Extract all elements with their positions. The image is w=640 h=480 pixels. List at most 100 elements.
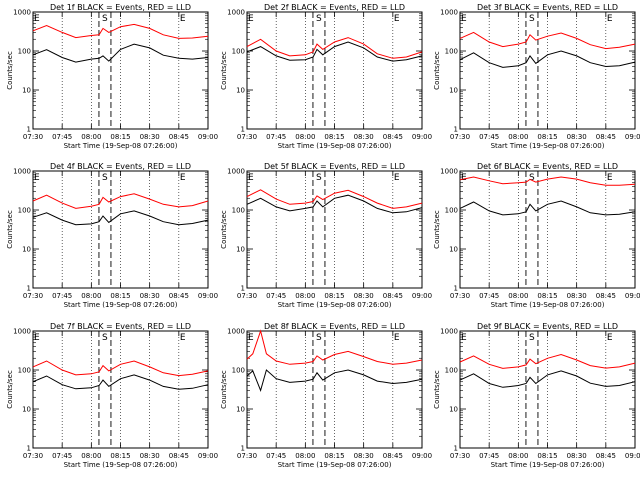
chart-title: Det 4f BLACK = Events, RED = LLD xyxy=(50,162,191,171)
x-axis-label: Start Time (19-Sep-08 07:26:00) xyxy=(278,142,392,150)
marker-s: S xyxy=(102,14,108,24)
x-tick-label: 08:45 xyxy=(383,133,403,141)
chart-panel-9: Det 9f BLACK = Events, RED = LLD 1 10 100 10… xyxy=(433,322,640,469)
x-tick-label: 08:00 xyxy=(295,133,315,141)
y-tick-label: 1 xyxy=(241,126,245,134)
y-tick-label: 1000 xyxy=(440,328,458,336)
y-tick-label: 100 xyxy=(232,367,245,375)
marker-s: S xyxy=(102,173,108,183)
y-axis-label: Counts/sec xyxy=(433,210,441,249)
x-tick-label: 09:00 xyxy=(412,133,432,141)
y-tick-label: 10 xyxy=(236,246,245,254)
lld-series-line xyxy=(32,193,209,209)
chart-panel-2: Det 2f BLACK = Events, RED = LLD 1 10 100 10… xyxy=(220,3,432,150)
lld-series-line xyxy=(459,176,636,186)
y-tick-label: 10 xyxy=(449,406,458,414)
chart-panel-1: Det 1f BLACK = Events, RED = LLD 1 10 100 10… xyxy=(6,3,218,150)
y-tick-label: 10 xyxy=(236,87,245,95)
events-series-line xyxy=(32,43,209,63)
x-axis-label: Start Time (19-Sep-08 07:26:00) xyxy=(64,142,178,150)
x-tick-label: 08:45 xyxy=(169,133,189,141)
x-tick-label: 07:30 xyxy=(450,292,470,300)
y-tick-label: 1000 xyxy=(227,328,245,336)
x-tick-label: 07:30 xyxy=(23,133,43,141)
x-tick-label: 07:45 xyxy=(479,133,499,141)
x-tick-label: 08:30 xyxy=(354,133,374,141)
y-axis-label: Counts/sec xyxy=(6,210,14,249)
x-tick-label: 07:45 xyxy=(52,292,72,300)
x-tick-label: 07:45 xyxy=(266,292,286,300)
marker-e-left: E xyxy=(248,14,254,24)
marker-e-right: E xyxy=(394,173,400,183)
x-tick-label: 08:00 xyxy=(295,292,315,300)
y-tick-label: 10 xyxy=(236,406,245,414)
lld-series-line xyxy=(459,353,636,369)
y-tick-label: 100 xyxy=(445,48,458,56)
events-series-line xyxy=(246,41,423,62)
x-tick-label: 08:45 xyxy=(383,452,403,460)
x-tick-label: 07:30 xyxy=(23,292,43,300)
y-tick-label: 1 xyxy=(454,445,458,453)
marker-s: S xyxy=(316,14,322,24)
x-tick-label: 08:15 xyxy=(324,133,344,141)
y-tick-label: 1 xyxy=(27,285,31,293)
y-axis-label: Counts/sec xyxy=(433,51,441,90)
y-axis-label: Counts/sec xyxy=(6,370,14,409)
chart-panel-8: Det 8f BLACK = Events, RED = LLD 1 10 100 10… xyxy=(220,322,432,469)
y-tick-label: 10 xyxy=(449,87,458,95)
x-tick-label: 08:15 xyxy=(110,133,130,141)
x-tick-label: 07:45 xyxy=(479,292,499,300)
y-axis-label: Counts/sec xyxy=(433,370,441,409)
marker-s: S xyxy=(316,173,322,183)
lld-series-line xyxy=(32,23,209,39)
x-tick-label: 08:00 xyxy=(295,452,315,460)
chart-title: Det 5f BLACK = Events, RED = LLD xyxy=(264,162,405,171)
x-tick-label: 09:00 xyxy=(198,452,218,460)
y-tick-label: 100 xyxy=(18,367,31,375)
marker-s: S xyxy=(529,333,535,343)
x-tick-label: 07:30 xyxy=(237,452,257,460)
events-series-line xyxy=(246,369,423,392)
y-axis-label: Counts/sec xyxy=(220,370,228,409)
x-axis-label: Start Time (19-Sep-08 07:26:00) xyxy=(64,301,178,309)
x-tick-label: 09:00 xyxy=(625,292,640,300)
x-tick-label: 09:00 xyxy=(625,133,640,141)
x-tick-label: 08:30 xyxy=(354,292,374,300)
chart-title: Det 7f BLACK = Events, RED = LLD xyxy=(50,322,191,331)
x-tick-label: 08:30 xyxy=(140,292,160,300)
chart-panel-7: Det 7f BLACK = Events, RED = LLD 1 10 100 10… xyxy=(6,322,218,469)
marker-e-right: E xyxy=(394,14,400,24)
x-tick-label: 08:00 xyxy=(81,133,101,141)
y-tick-label: 1000 xyxy=(13,9,31,17)
x-tick-label: 08:15 xyxy=(537,452,557,460)
y-axis-label: Counts/sec xyxy=(6,51,14,90)
marker-e-right: E xyxy=(180,173,186,183)
y-tick-label: 1 xyxy=(454,126,458,134)
marker-s: S xyxy=(529,173,535,183)
y-tick-label: 100 xyxy=(18,48,31,56)
x-tick-label: 07:30 xyxy=(450,133,470,141)
x-tick-label: 09:00 xyxy=(412,452,432,460)
y-tick-label: 100 xyxy=(232,48,245,56)
x-tick-label: 08:00 xyxy=(81,292,101,300)
y-tick-label: 1 xyxy=(241,285,245,293)
x-tick-label: 07:45 xyxy=(266,133,286,141)
y-tick-label: 1000 xyxy=(13,328,31,336)
x-tick-label: 08:45 xyxy=(596,292,616,300)
marker-e-right: E xyxy=(607,14,613,24)
y-tick-label: 10 xyxy=(22,406,31,414)
x-axis-label: Start Time (19-Sep-08 07:26:00) xyxy=(491,142,605,150)
chart-title: Det 2f BLACK = Events, RED = LLD xyxy=(264,3,405,12)
x-tick-label: 08:15 xyxy=(324,452,344,460)
y-tick-label: 1 xyxy=(454,285,458,293)
x-tick-label: 08:30 xyxy=(354,452,374,460)
marker-s: S xyxy=(316,333,322,343)
x-tick-label: 07:30 xyxy=(237,133,257,141)
x-tick-label: 07:45 xyxy=(52,133,72,141)
marker-e-left: E xyxy=(461,333,467,343)
events-series-line xyxy=(32,210,209,226)
events-series-line xyxy=(246,194,423,214)
marker-s: S xyxy=(102,333,108,343)
x-axis-label: Start Time (19-Sep-08 07:26:00) xyxy=(491,461,605,469)
